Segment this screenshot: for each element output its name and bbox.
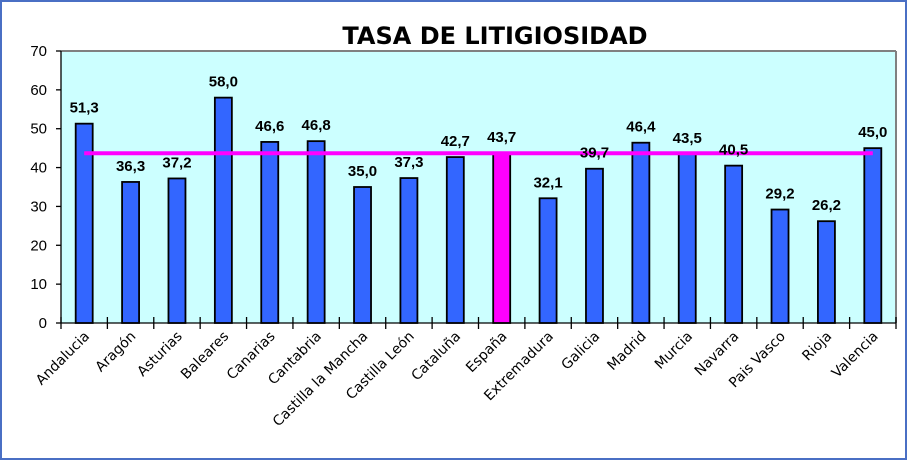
y-tick-label: 20: [30, 237, 47, 254]
data-label: 29,2: [765, 186, 794, 203]
data-label: 26,2: [812, 197, 841, 214]
x-tick-label: Galicia: [558, 329, 603, 374]
y-tick-label: 40: [30, 160, 47, 177]
y-tick-label: 0: [39, 315, 47, 332]
y-tick-label: 30: [30, 198, 47, 215]
bar: [677, 153, 697, 324]
bar: [167, 177, 187, 324]
data-label: 37,2: [162, 154, 191, 171]
x-tick-label: España: [463, 329, 510, 376]
x-tick-label: Murcia: [652, 329, 696, 373]
plot-area: 0 10 20 30 40 50 60 70 51,3 36,3 37,2 58,0 46,6 46,8 3…: [30, 43, 897, 430]
data-label: 46,4: [626, 119, 656, 136]
y-tick-label: 60: [30, 82, 47, 99]
bar: [770, 208, 790, 324]
x-tick-label: Aragón: [93, 329, 140, 376]
bar: [724, 164, 744, 324]
bar: [817, 220, 836, 324]
x-tick-label: Madrid: [604, 329, 649, 374]
data-label: 39,7: [580, 145, 609, 162]
chart-title: TASA DE LITIGIOSIDAD: [342, 22, 647, 50]
y-tick-label: 50: [30, 121, 47, 138]
data-label: 51,3: [70, 100, 99, 117]
x-tick-label: Rioja: [799, 329, 835, 365]
data-label: 46,6: [255, 118, 284, 135]
data-label: 35,0: [348, 163, 377, 180]
data-label: 43,7: [487, 129, 516, 146]
data-label: 43,5: [673, 130, 702, 147]
x-tick-label: Baleares: [178, 329, 232, 383]
x-tick-label: Cataluña: [409, 329, 465, 385]
data-label: 45,0: [858, 124, 887, 141]
bar: [585, 167, 604, 324]
bar-highlight: [492, 152, 512, 324]
y-tick-label: 70: [30, 43, 47, 60]
y-tick-label: 10: [30, 276, 47, 293]
plot-background: [61, 51, 896, 323]
x-tick-label: Valencia: [829, 329, 882, 382]
bar: [399, 177, 419, 324]
bar: [260, 141, 280, 324]
bar: [538, 197, 558, 324]
bar: [445, 156, 465, 324]
data-label: 36,3: [116, 158, 145, 175]
bar: [213, 96, 233, 324]
data-label: 37,3: [394, 154, 423, 171]
bar: [121, 181, 140, 324]
bar: [631, 141, 651, 324]
x-tick-label: Andalucia: [33, 329, 93, 389]
data-label: 46,8: [302, 117, 331, 134]
bar: [74, 122, 94, 324]
data-label: 40,5: [719, 142, 748, 159]
bar: [306, 140, 326, 324]
data-label: 42,7: [441, 133, 470, 150]
bar: [863, 147, 883, 324]
bar: [353, 186, 372, 324]
data-label: 58,0: [209, 74, 238, 91]
data-label: 32,1: [533, 174, 562, 191]
